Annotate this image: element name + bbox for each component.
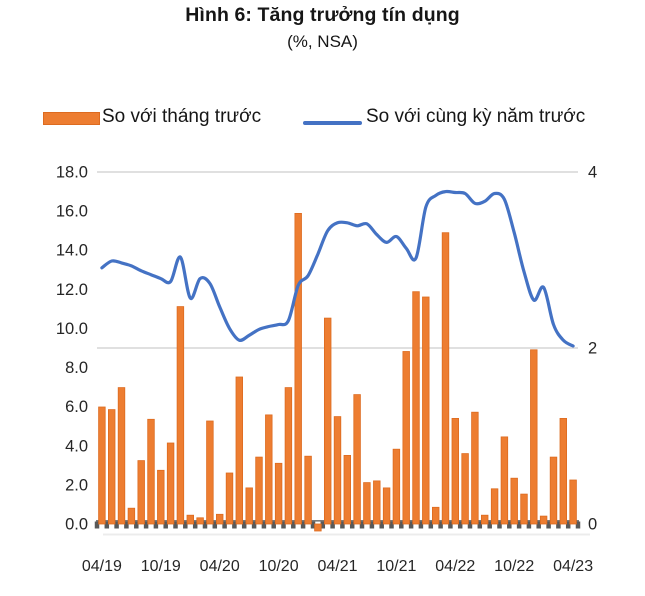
x-axis-tick-label: 10/20 [259, 558, 299, 575]
bar [98, 406, 106, 525]
bar [137, 460, 145, 525]
left-axis-tick-label: 4.0 [65, 437, 88, 455]
bar [157, 469, 165, 525]
bar [490, 488, 499, 525]
bar [500, 436, 509, 525]
bar [412, 291, 420, 525]
bar [117, 387, 126, 525]
bar [176, 306, 185, 525]
left-axis-tick-label: 12.0 [56, 281, 88, 299]
bar [510, 477, 518, 525]
bar [441, 232, 450, 525]
figure-header: Hình 6: Tăng trưởng tín dụng (%, NSA) [0, 4, 645, 52]
bar [530, 349, 538, 525]
bar [559, 417, 567, 525]
x-axis-tick-label: 04/21 [317, 558, 357, 575]
bar [461, 453, 469, 525]
left-axis-tick-label: 14.0 [56, 242, 88, 260]
bar [304, 455, 312, 525]
right-axis-tick-label: 2 [588, 340, 597, 358]
bar [323, 317, 332, 525]
bar [245, 487, 253, 525]
bar [422, 296, 430, 525]
bar [363, 482, 371, 525]
bar [284, 387, 293, 525]
legend-bar-label: So với tháng trước [102, 106, 262, 127]
figure-subtitle: (%, NSA) [287, 32, 358, 51]
bar [382, 487, 391, 525]
bar [333, 416, 342, 525]
gridlines [97, 171, 578, 349]
x-axis-tick-label: 10/19 [141, 558, 181, 575]
bar [196, 517, 204, 525]
left-axis-tick-label: 6.0 [65, 398, 88, 416]
yoy-line [100, 189, 575, 348]
bar [166, 442, 175, 525]
bar [392, 448, 401, 525]
bar [480, 514, 489, 525]
bar [274, 462, 283, 525]
bar [549, 456, 558, 525]
bar [147, 418, 155, 525]
right-axis-labels: 4 2 0 [588, 164, 597, 534]
left-axis-tick-label: 16.0 [56, 203, 88, 221]
x-axis-tick-label: 10/21 [376, 558, 416, 575]
bar [402, 351, 410, 525]
bar [255, 456, 263, 525]
bar [539, 515, 548, 525]
left-axis-tick-label: 8.0 [65, 359, 88, 377]
bar [225, 472, 234, 525]
x-axis-labels: 04/19 10/19 04/20 10/20 04/21 10/21 04/22 10/22… [82, 558, 593, 575]
bar [127, 507, 136, 525]
bar [373, 480, 381, 525]
x-axis-tick-label: 04/22 [435, 558, 475, 575]
left-axis-tick-label: 0.0 [65, 516, 88, 534]
legend-line-label: So với cùng kỳ năm trước [366, 106, 586, 127]
bar [451, 417, 459, 525]
bar [314, 523, 322, 532]
bar [431, 506, 440, 525]
bar [206, 420, 214, 525]
bar [294, 212, 302, 525]
left-axis-tick-label: 2.0 [65, 476, 88, 494]
bar [235, 376, 243, 525]
x-axis-tick-label: 04/19 [82, 558, 122, 575]
bar [520, 493, 528, 525]
legend-line-swatch-icon [303, 121, 362, 125]
bar [215, 513, 224, 525]
left-axis-labels: 18.0 16.0 14.0 12.0 10.0 8.0 6.0 4.0 2.0 0.0 [56, 164, 88, 534]
left-axis-tick-label: 10.0 [56, 320, 88, 338]
bar [108, 409, 116, 525]
bars-series [98, 212, 577, 532]
bar [186, 514, 194, 525]
x-axis-tick-label: 04/23 [553, 558, 593, 575]
figure-title: Hình 6: Tăng trưởng tín dụng [185, 4, 460, 26]
bar [343, 454, 351, 525]
right-axis-tick-label: 0 [588, 516, 597, 534]
bar [353, 394, 361, 525]
bar [471, 411, 479, 525]
legend-bar-swatch-icon [43, 112, 100, 125]
right-axis-tick-label: 4 [588, 164, 597, 182]
x-axis-tick-label: 10/22 [494, 558, 534, 575]
bar [569, 479, 577, 525]
left-axis-tick-label: 18.0 [56, 164, 88, 182]
bar [265, 414, 273, 525]
x-axis-tick-label: 04/20 [200, 558, 240, 575]
